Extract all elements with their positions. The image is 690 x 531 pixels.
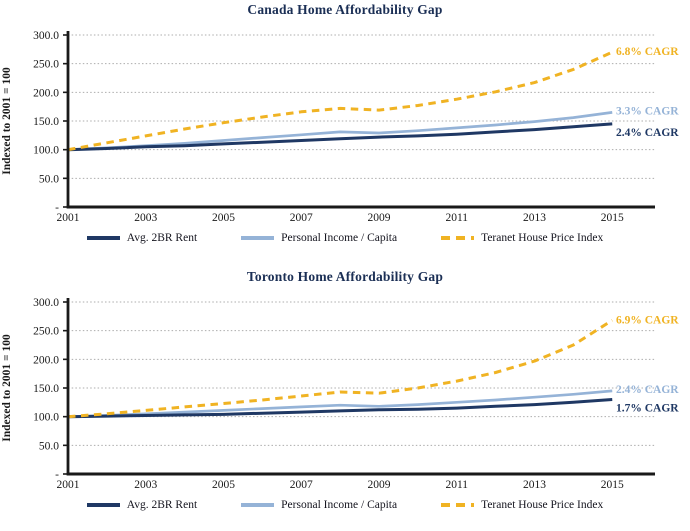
x-tick-label: 2013: [523, 212, 546, 224]
x-tick-label: 2001: [57, 479, 80, 491]
x-tick-label: 2007: [290, 212, 313, 224]
y-tick-label: 250.0: [33, 326, 59, 338]
legend-item-rent: Avg. 2BR Rent: [86, 232, 198, 244]
legend-label-teranet: Teranet House Price Index: [481, 232, 604, 244]
y-tick-label: 150.0: [33, 116, 59, 128]
x-tick-label: 2003: [134, 212, 157, 224]
cagr-label: 6.8% CAGR: [616, 46, 679, 58]
y-tick-label: 200.0: [33, 354, 59, 366]
y-tick-label: 200.0: [33, 87, 59, 99]
legend-item-income: Personal Income / Capita: [241, 232, 397, 244]
chart-canada: Canada Home Affordability Gap Indexed to…: [0, 2, 690, 249]
y-tick-label: 250.0: [33, 59, 59, 71]
y-axis-title: Indexed to 2001 = 100: [1, 334, 13, 442]
cagr-label: 3.3% CAGR: [616, 105, 679, 117]
legend-item-income: Personal Income / Capita: [241, 499, 397, 511]
income-line-swatch: [241, 236, 275, 240]
legend-label-teranet: Teranet House Price Index: [481, 499, 604, 511]
rent-line-swatch: [86, 503, 120, 507]
y-axis-title: Indexed to 2001 = 100: [1, 67, 13, 175]
legend-label-income: Personal Income / Capita: [281, 232, 398, 244]
y-tick-label: 100.0: [33, 412, 59, 424]
y-tick-label: -: [55, 202, 59, 214]
teranet-line-swatch: [441, 236, 475, 240]
x-tick-label: 2009: [367, 479, 390, 491]
cagr-label: 1.7% CAGR: [616, 402, 679, 414]
income-line-swatch: [241, 503, 275, 507]
legend-toronto: Avg. 2BR Rent Personal Income / Capita T…: [0, 494, 690, 516]
y-tick-label: 100.0: [33, 145, 59, 157]
series-line-2: [67, 319, 614, 419]
x-tick-label: 2015: [601, 479, 624, 491]
chart-title-canada: Canada Home Affordability Gap: [247, 2, 443, 17]
x-tick-label: 2001: [57, 212, 80, 224]
legend-item-rent: Avg. 2BR Rent: [86, 499, 198, 511]
line-chart-canada: 300.0 250.0 200.0 150.0 100.0 50.0 -2001 2003 20…: [33, 30, 679, 224]
x-tick-label: 2003: [134, 479, 157, 491]
legend-label-rent: Avg. 2BR Rent: [126, 232, 198, 244]
y-tick-label: 300.0: [33, 297, 59, 309]
y-tick-label: 50.0: [39, 173, 59, 185]
y-tick-label: 300.0: [33, 30, 59, 42]
legend-canada: Avg. 2BR Rent Personal Income / Capita T…: [0, 227, 690, 249]
chart-toronto: Toronto Home Affordability Gap Indexed t…: [0, 269, 690, 516]
y-tick-label: 150.0: [33, 383, 59, 395]
y-tick-label: -: [55, 469, 59, 481]
cagr-label: 2.4% CAGR: [616, 127, 679, 139]
series-line-2: [67, 50, 613, 152]
x-tick-label: 2005: [212, 212, 235, 224]
series-line-1: [67, 389, 613, 419]
legend-label-income: Personal Income / Capita: [281, 499, 398, 511]
x-tick-label: 2015: [601, 212, 624, 224]
x-tick-label: 2013: [523, 479, 546, 491]
x-tick-label: 2011: [445, 212, 468, 224]
line-chart-toronto: 300.0 250.0 200.0 150.0 100.0 50.0 -2001 2003 20…: [33, 297, 679, 491]
series-line-0: [67, 122, 613, 152]
x-tick-label: 2011: [445, 479, 468, 491]
teranet-line-swatch: [441, 503, 475, 507]
legend-item-teranet: Teranet House Price Index: [441, 499, 603, 511]
cagr-label: 6.9% CAGR: [616, 314, 679, 326]
legend-item-teranet: Teranet House Price Index: [441, 232, 603, 244]
series-line-0: [67, 398, 613, 419]
x-tick-label: 2009: [367, 212, 390, 224]
legend-label-rent: Avg. 2BR Rent: [126, 499, 198, 511]
chart-title-toronto: Toronto Home Affordability Gap: [246, 269, 444, 284]
rent-line-swatch: [86, 236, 120, 240]
y-tick-label: 50.0: [39, 440, 59, 452]
cagr-label: 2.4% CAGR: [616, 384, 679, 396]
x-tick-label: 2007: [290, 479, 313, 491]
x-tick-label: 2005: [212, 479, 235, 491]
